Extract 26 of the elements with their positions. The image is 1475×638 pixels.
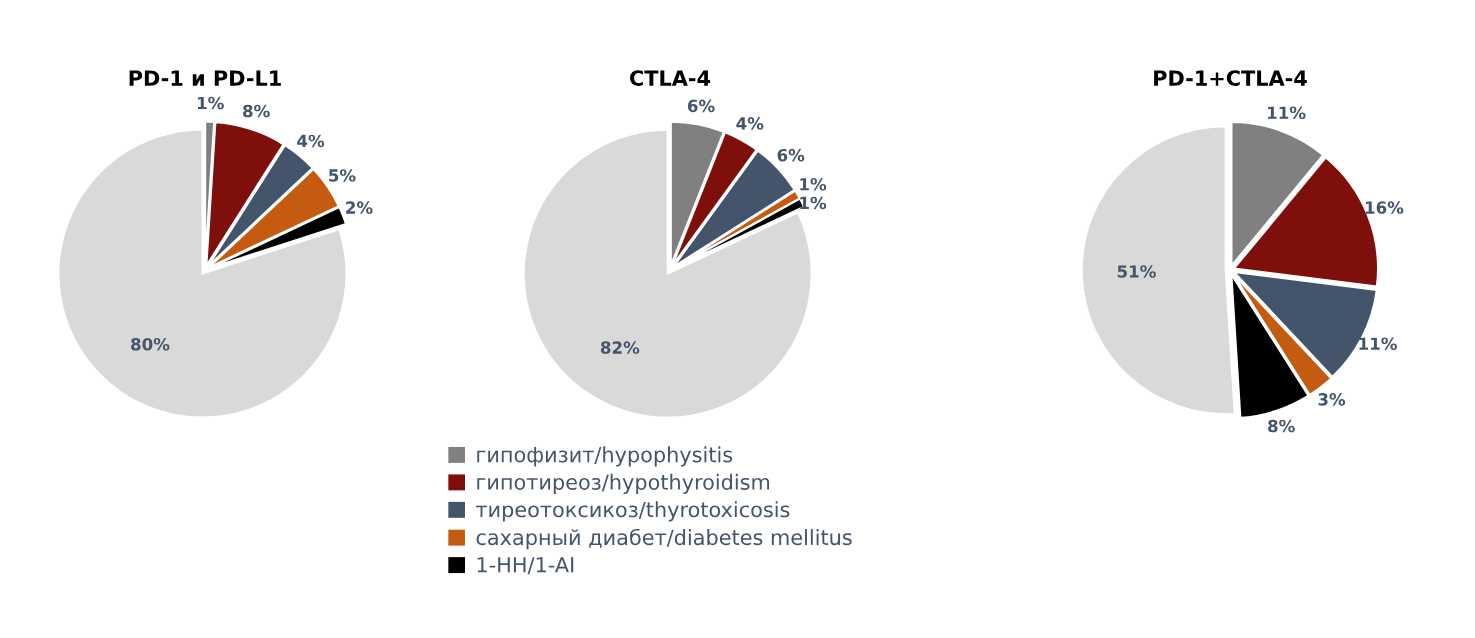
data-label: 5% bbox=[329, 169, 356, 182]
data-label: 4% bbox=[297, 134, 325, 148]
legend-label: тиреотоксикоз/thyrotoxicosis bbox=[476, 501, 790, 522]
data-label: 1% bbox=[800, 196, 827, 210]
chart-title: PD-1+CTLA-4 bbox=[1154, 70, 1307, 86]
data-label: 1% bbox=[800, 177, 827, 191]
data-label: 80% bbox=[131, 337, 170, 351]
chart-title: PD-1 и PD-L1 bbox=[129, 70, 281, 86]
chart-title: CTLA-4 bbox=[630, 70, 711, 86]
data-label: 8% bbox=[243, 104, 270, 118]
data-label: 4% bbox=[736, 117, 764, 130]
legend-label: гипотиреоз/hypothyroidism bbox=[477, 473, 770, 494]
legend-label: сахарный диабет/diabetes mellitus bbox=[476, 528, 852, 550]
legend-label: гипофизит/hypophysitis bbox=[477, 446, 733, 467]
data-label: 1% bbox=[197, 96, 224, 110]
data-label: 6% bbox=[687, 99, 715, 113]
legend-label: 1-НН/1-AI bbox=[477, 557, 574, 575]
data-label: 6% bbox=[777, 148, 805, 162]
data-label: 51% bbox=[1117, 265, 1156, 278]
data-label: 16% bbox=[1365, 201, 1404, 214]
data-label: 2% bbox=[346, 201, 373, 214]
data-label: 11% bbox=[1359, 337, 1397, 351]
data-label: 11% bbox=[1268, 106, 1306, 120]
data-label: 3% bbox=[1318, 393, 1346, 406]
data-label: 82% bbox=[600, 341, 640, 354]
data-label: 8% bbox=[1268, 419, 1295, 433]
